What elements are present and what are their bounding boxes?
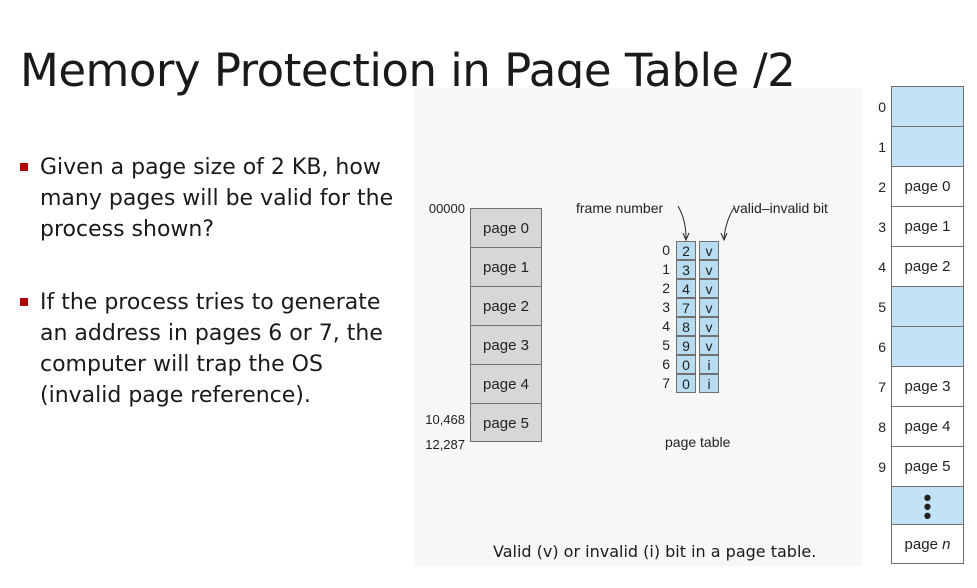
frame-slot: 3 page 1 (878, 206, 964, 246)
frame-index: 8 (878, 419, 886, 435)
frame-label: page 3 (904, 378, 951, 395)
label-arrows (677, 206, 735, 242)
frame-index: 2 (878, 179, 886, 195)
table-index: 0 (662, 242, 670, 258)
logical-page: page 4 (470, 364, 542, 403)
frame-cell: 2 (676, 241, 696, 260)
page-table-caption: page table (665, 434, 731, 450)
valid-arrow (723, 207, 735, 239)
frame-slot: 8 page 4 (878, 406, 964, 446)
frame-cell: 0 (676, 355, 696, 374)
valid-bit-cell: v (699, 279, 719, 298)
frame-slot: 6 (878, 326, 964, 366)
figure-caption: Valid (v) or invalid (i) bit in a page t… (493, 542, 817, 561)
table-index: 7 (662, 375, 670, 391)
frame-slot: page n (891, 524, 964, 564)
logical-page: page 1 (470, 247, 542, 286)
logical-address-end: 12,287 (425, 437, 465, 452)
frame-label: page 4 (904, 418, 951, 435)
bullet-marker-icon (20, 298, 28, 306)
frame-cell: 8 (676, 317, 696, 336)
logical-page: page 0 (470, 208, 542, 247)
frame-index: 4 (878, 259, 886, 275)
frame-arrow (677, 206, 687, 239)
valid-bit-cell: v (699, 336, 719, 355)
ellipsis-icon: • • • (923, 485, 932, 528)
bullet-item: Given a page size of 2 KB, how many page… (20, 152, 410, 245)
valid-bit-cell: v (699, 260, 719, 279)
frame-cell: 3 (676, 260, 696, 279)
logical-memory: page 0 page 1 page 2 page 3 page 4 page … (470, 208, 542, 442)
frame-slot: 7 page 3 (878, 366, 964, 406)
bullet-list: Given a page size of 2 KB, how many page… (20, 152, 410, 453)
bullet-item: If the process tries to generate an addr… (20, 287, 410, 411)
frame-arrow-head (682, 232, 690, 242)
frame-slot: 5 (878, 286, 964, 326)
table-index: 1 (662, 261, 670, 277)
frame-label: page 5 (904, 458, 951, 475)
table-index: 3 (662, 299, 670, 315)
valid-bit-cell: v (699, 317, 719, 336)
frame-slot: 1 (878, 126, 964, 166)
bullet-marker-icon (20, 163, 28, 171)
frame-index: 3 (878, 219, 886, 235)
valid-bit-cell: v (699, 241, 719, 260)
logical-address-mid: 10,468 (425, 412, 465, 427)
frame-label: page 1 (904, 218, 951, 235)
ellipsis-slot: • • • (891, 485, 964, 528)
frame-label: page 0 (904, 178, 951, 195)
frame-cell: 4 (676, 279, 696, 298)
frame-cell: 0 (676, 374, 696, 393)
logical-start-address: 00000 (428, 201, 465, 216)
valid-arrow-head (720, 232, 728, 242)
table-index: 5 (662, 337, 670, 353)
frame-label-n: n (942, 536, 951, 553)
logical-page: page 3 (470, 325, 542, 364)
frame-number-label: frame number (576, 200, 664, 216)
bullet-text: If the process tries to generate an addr… (40, 290, 383, 408)
frame-slot: 4 page 2 (878, 246, 964, 286)
frame-slot: 9 page 5 (878, 446, 964, 486)
frame-slot: 2 page 0 (878, 166, 964, 206)
frame-index: 6 (878, 339, 886, 355)
table-index: 6 (662, 356, 670, 372)
valid-bit-cell: i (699, 355, 719, 374)
frame-cell: 9 (676, 336, 696, 355)
frame-cell: 7 (676, 298, 696, 317)
frame-index: 0 (878, 99, 886, 115)
frame-label: page (904, 536, 938, 553)
bullet-text: Given a page size of 2 KB, how many page… (40, 155, 394, 242)
logical-page: page 2 (470, 286, 542, 325)
frame-index: 5 (878, 299, 886, 315)
logical-page: page 5 (470, 403, 542, 442)
frame-slot: 0 (878, 86, 964, 126)
valid-bit-cell: v (699, 298, 719, 317)
frame-index: 7 (878, 379, 886, 395)
frame-index: 1 (878, 139, 886, 155)
valid-invalid-label: valid–invalid bit (733, 200, 828, 216)
frame-label: page 2 (904, 258, 951, 275)
table-index: 2 (662, 280, 670, 296)
physical-memory: 0 1 2 page 0 3 page 1 4 page 2 5 6 7 page 3 … (878, 86, 964, 564)
frame-index: 9 (878, 459, 886, 475)
table-index: 4 (662, 318, 670, 334)
valid-bit-cell: i (699, 374, 719, 393)
